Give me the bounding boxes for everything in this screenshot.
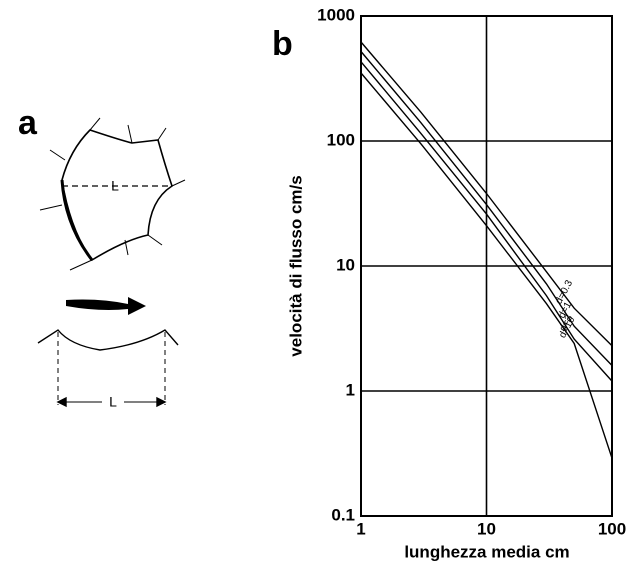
length-label: L — [111, 178, 119, 194]
section-diagram — [37, 329, 179, 408]
panel-label: b — [272, 25, 293, 63]
series-line — [360, 61, 613, 382]
series-line — [360, 41, 613, 347]
x-tick-label: 100 — [598, 519, 626, 538]
y-tick-label: 0.1 — [331, 505, 355, 524]
y-tick-label: 1000 — [317, 5, 355, 24]
series-line — [360, 51, 613, 366]
grain-diagram — [39, 117, 186, 271]
x-axis-label: lunghezza media cm — [404, 542, 569, 561]
y-axis-label: velocità di flusso cm/s — [286, 175, 305, 356]
y-tick-label: 100 — [327, 130, 355, 149]
series-line — [360, 72, 613, 459]
y-tick-label: 10 — [336, 255, 355, 274]
y-tick-label: 1 — [346, 380, 355, 399]
panel-label: a — [18, 104, 38, 142]
length-label: L — [109, 394, 117, 410]
x-tick-label: 1 — [356, 519, 365, 538]
x-tick-label: 10 — [477, 519, 496, 538]
flow-arrow — [66, 297, 146, 315]
